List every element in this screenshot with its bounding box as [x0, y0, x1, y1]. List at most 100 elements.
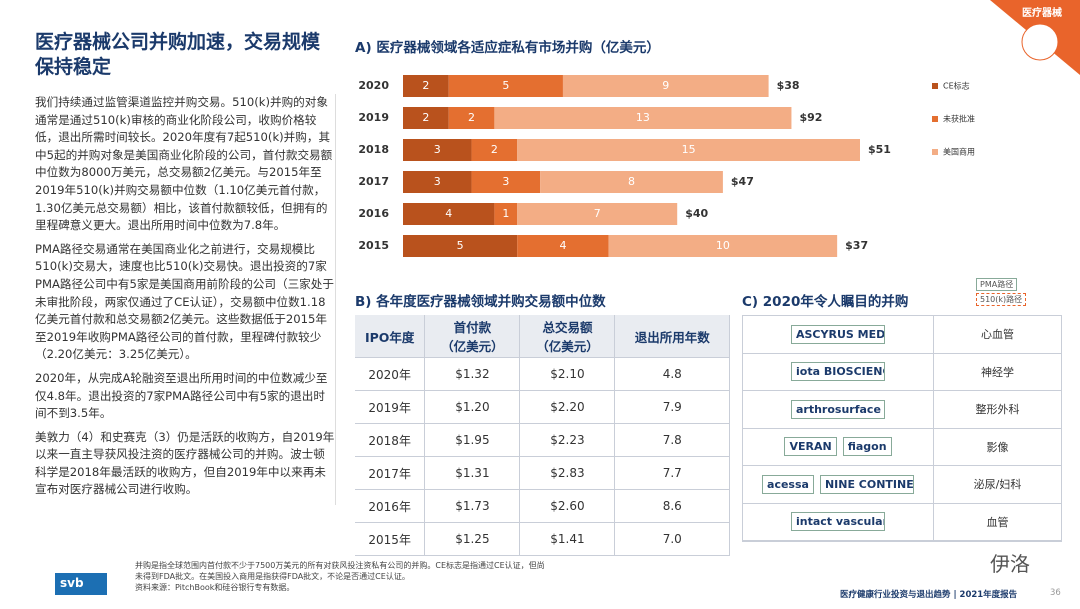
- cell: 7.8: [614, 423, 730, 457]
- row: 2017年 $1.31 $2.83 7.7: [355, 456, 730, 490]
- logos: arthrosurface: [743, 391, 934, 428]
- header-cell: 总交易额 （亿美元）: [519, 315, 616, 358]
- legend-swatch: [932, 83, 938, 89]
- bar-label: 13: [636, 111, 650, 124]
- report: 医疗健康行业投资与退出趋势 | 2021年度报告: [840, 590, 1018, 600]
- title: 医疗器械公司并购加速，交易规模保持稳定: [35, 31, 321, 78]
- category-label: 2017: [358, 175, 389, 188]
- bar-label: 15: [682, 143, 696, 156]
- category: 神经学: [981, 365, 1014, 379]
- bar-label: 10: [716, 239, 730, 252]
- badge: 医疗器械: [1022, 8, 1062, 19]
- cell: 2017年: [355, 456, 426, 490]
- bar-segment: [403, 171, 472, 193]
- cell: $2.20: [519, 390, 616, 424]
- bar-label: 5: [502, 79, 509, 92]
- header-cell: 退出所用年数: [614, 315, 730, 358]
- row: 2018年 $1.95 $2.23 7.8: [355, 423, 730, 457]
- bar-label: 4: [559, 239, 566, 252]
- deal-row: ASCYRUS MEDICAL 心血管: [743, 316, 1061, 354]
- bar-label: 3: [502, 175, 509, 188]
- row: 2015年 $1.25 $1.41 7.0: [355, 522, 730, 556]
- bar-segment: [448, 107, 495, 129]
- body: 我们持续通过监管渠道监控并购交易。510(k)并购的对象通常是通过510(k)审…: [35, 94, 336, 506]
- category-label: 2016: [358, 207, 389, 220]
- cell: $1.73: [424, 489, 521, 523]
- total-label: $47: [731, 175, 754, 188]
- cell: 2018年: [355, 423, 426, 457]
- bar-label: 1: [502, 207, 509, 220]
- note: 资料来源：PitchBook和硅谷银行专有数据。: [135, 583, 295, 592]
- category-label: 2019: [358, 111, 389, 124]
- company-logo: arthrosurface: [791, 399, 885, 419]
- legend-swatch: [932, 116, 938, 122]
- bar-segment: [403, 203, 495, 225]
- category: 泌尿/妇科: [973, 478, 1022, 492]
- bar-segment: [517, 203, 678, 225]
- header-cell: IPO年度: [355, 315, 426, 358]
- company-logo: intact vascular: [791, 512, 885, 532]
- category: 血管: [986, 515, 1009, 529]
- page-number: 36: [1050, 588, 1061, 598]
- deals: ASCYRUS MEDICAL 心血管 iota BIOSCIENCES 神经学 art…: [742, 315, 1062, 542]
- cell: $2.83: [519, 456, 616, 490]
- cell: $2.23: [519, 423, 616, 457]
- bar-segment: [403, 235, 518, 257]
- logos: intact vascular: [743, 503, 934, 540]
- bar-label: 3: [434, 143, 441, 156]
- bar-segment: [494, 203, 518, 225]
- category-label: 2015: [358, 239, 389, 252]
- cell: $2.60: [519, 489, 616, 523]
- legend-510k: 510(k)路径: [976, 293, 1027, 306]
- cell: 7.0: [614, 522, 730, 556]
- company-logo: iota BIOSCIENCES: [791, 362, 885, 382]
- note: 并购是指全球范围内首付款不少于7500万美元的所有对获风投注资私有公司的并购。C…: [135, 561, 545, 570]
- deal-row: intact vascular 血管: [743, 503, 1061, 541]
- bar-label: 4: [445, 207, 452, 220]
- bar-segment: [471, 171, 541, 193]
- bar-label: 2: [422, 79, 429, 92]
- table-title: B) 各年度医疗器械领域并购交易额中位数: [355, 294, 606, 310]
- logos: iota BIOSCIENCES: [743, 353, 934, 390]
- company-logo: acessa: [762, 474, 814, 494]
- logo: svb: [60, 576, 84, 590]
- legend-label: 未获批准: [943, 114, 975, 124]
- deals-title: C) 2020年令人瞩目的并购: [742, 294, 909, 310]
- bar-segment: [403, 139, 472, 161]
- note: 未得到FDA批文。在美国投入商用是指获得FDA批文，不论是否通过CE认证。: [135, 572, 410, 581]
- deal-row: iota BIOSCIENCES 神经学: [743, 353, 1061, 391]
- paragraph: 我们持续通过监管渠道监控并购交易。510(k)并购的对象通常是通过510(k)审…: [35, 95, 333, 233]
- logo-bg: [55, 573, 107, 595]
- bar-label: 3: [434, 175, 441, 188]
- logos: VERAN fiagon: [743, 428, 934, 465]
- cell: $1.41: [519, 522, 616, 556]
- chart-title: A) 医疗器械领域各适应症私有市场并购（亿美元）: [355, 40, 660, 56]
- bar-segment: [562, 75, 769, 97]
- badge-icon: [1021, 23, 1059, 61]
- company-logo: NINE CONTINENTS MEDICAL: [819, 474, 914, 494]
- total-label: $92: [799, 111, 822, 124]
- cell: 2016年: [355, 489, 426, 523]
- cell: 8.6: [614, 489, 730, 523]
- bar-label: 2: [468, 111, 475, 124]
- notes: 并购是指全球范围内首付款不少于7500万美元的所有对获风投注资私有公司的并购。C…: [135, 560, 545, 593]
- cell: $1.20: [424, 390, 521, 424]
- paragraph: 2020年，从完成A轮融资至退出所用时间的中位数减少至仅4.8年。退出投资的7家…: [35, 370, 328, 421]
- total-label: $38: [777, 79, 800, 92]
- bar-segment: [494, 107, 792, 129]
- cell: 7.9: [614, 390, 730, 424]
- paragraph: 美敦力（4）和史赛克（3）仍是活跃的收购方，自2019年以来一直主导获风投注资的…: [35, 429, 335, 497]
- total-label: $51: [868, 143, 891, 156]
- category-label: 2020: [358, 79, 389, 92]
- cell: 7.7: [614, 456, 730, 490]
- bar-segment: [403, 107, 449, 129]
- cell: $2.10: [519, 357, 616, 391]
- total-label: $37: [845, 239, 868, 252]
- company-logo: ASCYRUS MEDICAL: [791, 324, 885, 344]
- bar-label: 8: [628, 175, 635, 188]
